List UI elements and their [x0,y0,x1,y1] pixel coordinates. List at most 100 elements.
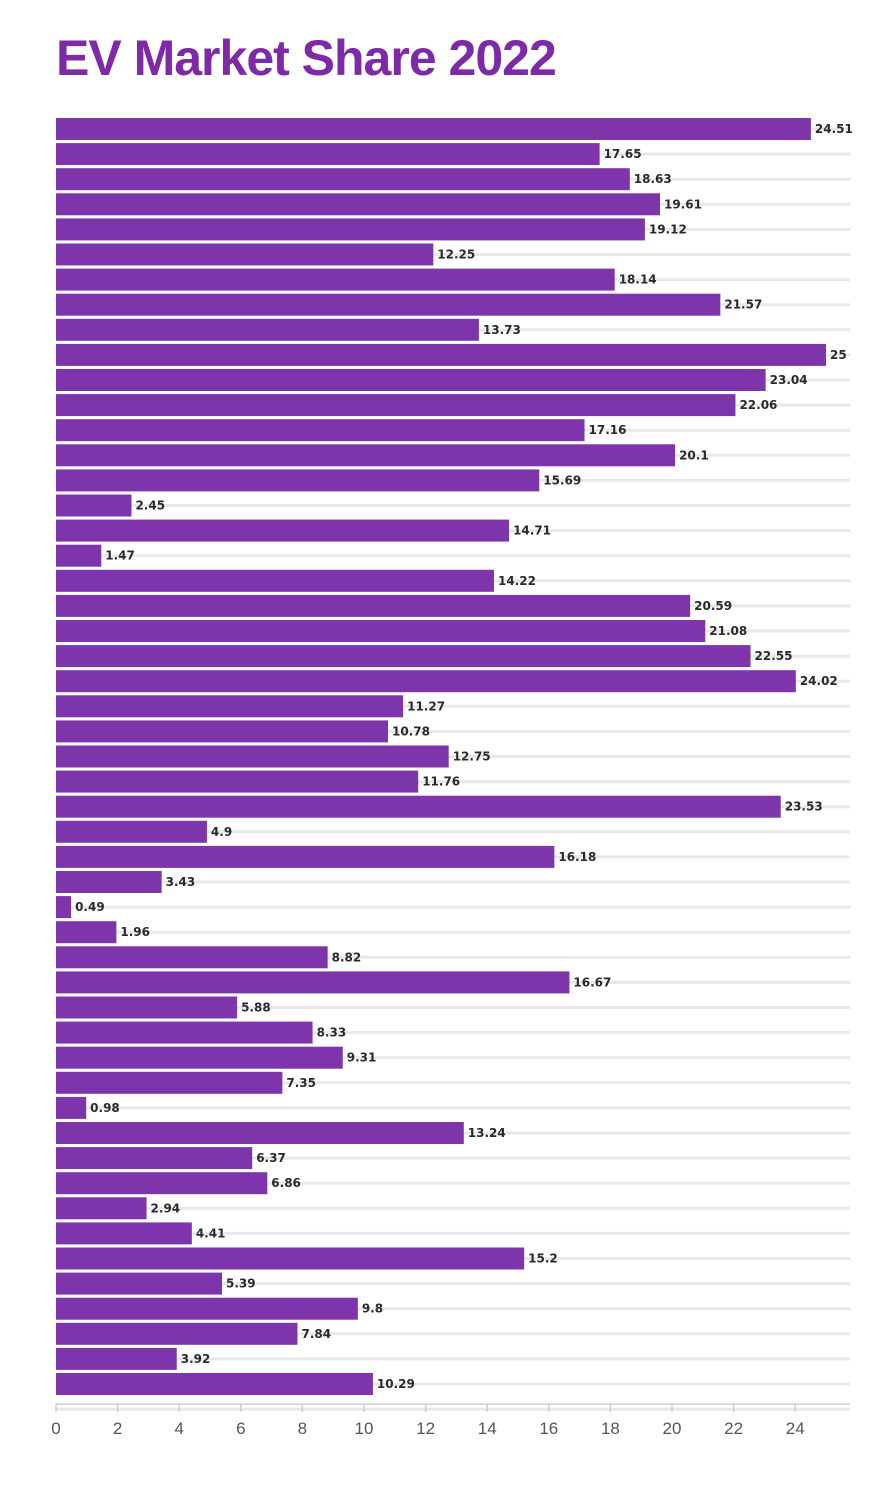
x-tick-label: 22 [724,1419,743,1438]
bar-value-label: 21.08 [709,624,747,638]
bar [56,1096,87,1119]
x-tick-label: 14 [478,1419,497,1438]
bar-value-label: 15.2 [528,1252,558,1266]
bar-value-label: 1.47 [105,549,135,563]
x-tick-label: 2 [113,1419,122,1438]
bar [56,218,645,241]
bar [56,293,721,316]
bar-value-label: 23.53 [785,800,823,814]
bar [56,343,826,366]
bar-value-label: 14.71 [513,524,551,538]
bar-value-label: 4.41 [196,1226,226,1240]
bar-value-label: 2.94 [151,1201,181,1215]
bar-value-label: 3.92 [181,1352,211,1366]
value-labels: 24.51 17.65 18.63 19.61 19.12 12.25 18.14 21.57… [75,122,853,1391]
bar-value-label: 16.67 [573,975,611,989]
bar-value-label: 2.45 [135,499,165,513]
bar [56,1147,253,1170]
bar [56,795,781,818]
bar [56,1046,343,1069]
bar [56,720,389,743]
bar-value-label: 9.8 [362,1302,383,1316]
bar [56,1122,464,1144]
bar-value-label: 8.33 [317,1026,347,1040]
bar [56,921,117,944]
bar [56,444,676,467]
bar [56,419,585,442]
x-tick-label: 0 [51,1419,60,1438]
bar-value-label: 9.31 [347,1051,377,1065]
bar [56,243,434,266]
bar [56,193,660,216]
bar [56,820,207,843]
bar-value-label: 18.14 [619,273,657,287]
bar-value-label: 0.49 [75,900,105,914]
bar-value-label: 16.18 [558,850,596,864]
bar [56,1197,147,1220]
bar-value-label: 18.63 [634,172,672,186]
bar-value-label: 12.25 [437,248,475,262]
x-tick-label: 4 [174,1419,183,1438]
bar [56,318,479,341]
bar-value-label: 24.51 [815,122,853,136]
bar-value-label: 25 [830,348,847,362]
bar-value-label: 6.86 [271,1176,301,1190]
bar-value-label: 19.61 [664,197,702,211]
bar [56,1071,283,1094]
chart-title: EV Market Share 2022 [56,30,557,86]
bar [56,1297,358,1320]
bar-value-label: 20.1 [679,448,709,462]
bar [56,871,162,893]
bar-value-label: 19.12 [649,222,687,236]
bar [56,143,600,166]
bar [56,168,630,191]
bar-value-label: 11.27 [407,699,445,713]
bar-value-label: 20.59 [694,599,732,613]
bar-value-label: 15.69 [543,473,581,487]
bar [56,695,404,718]
x-tick-label: 12 [416,1419,435,1438]
bar [56,645,751,668]
x-axis: 0 2 4 6 8 10 12 14 16 18 20 22 24 [51,1403,850,1438]
bar-value-label: 0.98 [90,1101,120,1115]
x-tick-label: 24 [786,1419,805,1438]
bar [56,946,328,969]
bar-value-label: 6.37 [256,1151,286,1165]
bar-value-label: 22.06 [739,398,777,412]
bar [56,1021,313,1044]
bar-value-label: 17.16 [589,423,627,437]
bar-value-label: 24.02 [800,674,838,688]
x-tick-label: 20 [663,1419,682,1438]
bar [56,1172,268,1195]
bar [56,770,419,793]
x-tick-label: 16 [539,1419,558,1438]
bar-value-label: 5.88 [241,1001,271,1015]
bar [56,569,494,592]
bar [56,670,796,693]
bar [56,519,510,542]
bar [56,845,555,868]
bar [56,268,615,291]
bar-value-label: 23.04 [770,373,808,387]
bar-value-label: 4.9 [211,825,232,839]
bar-value-label: 3.43 [166,875,196,889]
x-tick-label: 6 [236,1419,245,1438]
bar-value-label: 1.96 [120,925,150,939]
bar [56,118,811,140]
bar [56,469,540,492]
bar-value-label: 10.78 [392,724,430,738]
bar-value-label: 11.76 [422,775,460,789]
bar-value-label: 5.39 [226,1277,256,1291]
bar [56,996,238,1019]
bar [56,369,766,391]
x-tick-label: 10 [355,1419,374,1438]
bar [56,896,72,919]
bar [56,394,736,417]
bar-value-label: 12.75 [453,750,491,764]
bar [56,1247,525,1270]
bar [56,971,570,994]
bar [56,1322,298,1345]
bar [56,594,691,617]
bar-value-label: 13.73 [483,323,521,337]
bar-value-label: 22.55 [755,649,793,663]
